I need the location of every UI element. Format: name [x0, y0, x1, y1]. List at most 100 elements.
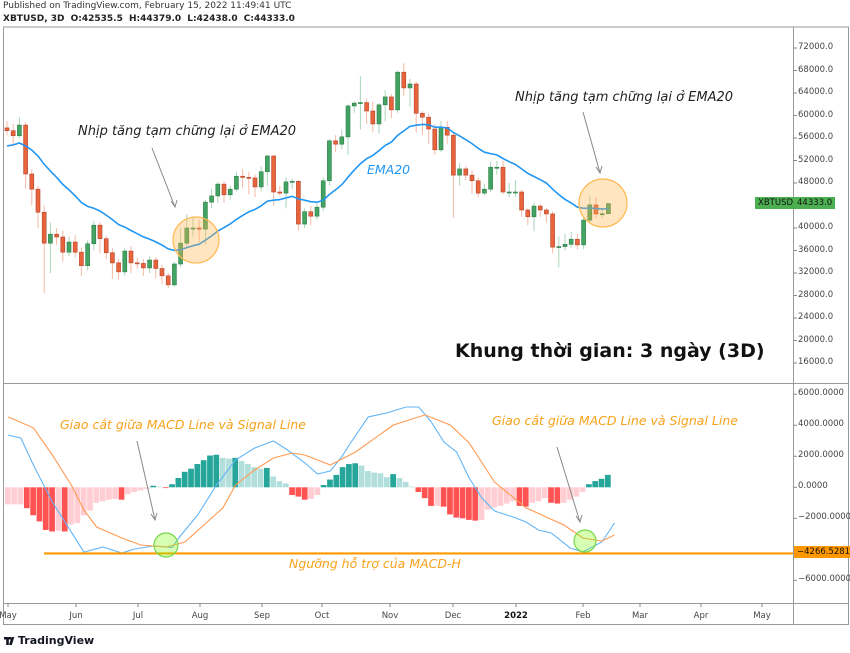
candle-body	[506, 191, 512, 194]
macd-axis-label: −6000.0000	[798, 574, 850, 585]
symbol-ohlc: XBTUSD, 3D O:42535.5 H:44379.0 L:42438.0…	[3, 14, 298, 24]
published-info: Published on TradingView.com, February 1…	[3, 1, 292, 11]
candle-body	[364, 102, 369, 112]
histogram-bar	[118, 487, 125, 500]
candle-body	[494, 166, 500, 169]
histogram-bar	[131, 487, 138, 492]
candle	[451, 132, 456, 218]
candle	[494, 161, 500, 175]
histogram-bar	[55, 487, 62, 531]
ohlc-close: C:44333.0	[243, 14, 295, 24]
highlight-circle-left	[172, 216, 220, 264]
histogram-bar	[301, 487, 308, 500]
histogram-bar	[17, 487, 24, 505]
histogram-bar	[175, 478, 182, 488]
histogram-bar	[68, 487, 74, 525]
tradingview-logo[interactable]: TradingView	[4, 634, 94, 647]
candle	[196, 219, 202, 243]
candle-body	[568, 238, 574, 245]
candle-body	[246, 177, 252, 179]
candle	[308, 205, 314, 226]
candle-body	[122, 250, 128, 273]
histogram-bar	[251, 467, 258, 488]
histogram-bar	[320, 484, 327, 488]
arrow-icon	[582, 111, 603, 175]
candle	[41, 205, 47, 294]
candle	[258, 166, 264, 192]
candle	[227, 185, 233, 200]
histogram-bar	[232, 457, 239, 488]
histogram-bar	[238, 460, 245, 488]
candle	[4, 121, 10, 136]
histogram-bar	[352, 463, 359, 488]
candle-body	[463, 168, 469, 176]
candle-body	[85, 243, 90, 266]
candle	[444, 121, 450, 144]
histogram-bar	[377, 473, 384, 488]
candle	[221, 181, 227, 203]
candle	[426, 113, 431, 144]
histogram-bar	[503, 487, 510, 504]
candle	[544, 207, 549, 223]
time-axis-label: Nov	[381, 611, 399, 621]
candle	[10, 123, 16, 147]
candle-body	[401, 71, 407, 89]
candle	[97, 222, 103, 254]
candle-body	[562, 244, 568, 247]
chart-frame	[3, 26, 849, 625]
candle-body	[407, 83, 413, 89]
candle-body	[451, 134, 456, 176]
candle-body	[116, 262, 121, 273]
candle-body	[376, 104, 382, 125]
candle-body	[91, 224, 97, 245]
macd-axis-label: 2000.0000	[798, 450, 844, 461]
candle-body	[159, 268, 165, 277]
candle	[581, 216, 586, 249]
candle-body	[141, 263, 146, 269]
candle	[159, 264, 165, 285]
candle	[240, 168, 245, 189]
price-axis-label: 24000.0	[798, 312, 834, 322]
candle-body	[184, 227, 190, 244]
candle-body	[500, 166, 506, 193]
candle	[482, 184, 487, 196]
candle-body	[581, 219, 586, 246]
candle	[395, 70, 400, 113]
highlight-circle-right	[578, 178, 628, 228]
time-axis-label: Dec	[444, 611, 462, 621]
histogram-bar	[30, 487, 36, 516]
candle	[48, 222, 53, 273]
histogram-bar	[453, 487, 460, 518]
candle-body	[339, 136, 345, 145]
macd-axis-label: 0.0000	[798, 481, 828, 492]
candle	[420, 111, 425, 136]
candle	[265, 154, 270, 186]
candle	[599, 208, 605, 218]
candle	[562, 233, 568, 251]
histogram-bar	[579, 487, 586, 492]
histogram-bar	[99, 487, 106, 502]
histogram-bar	[605, 474, 611, 488]
candle-body	[4, 127, 10, 131]
candle	[525, 208, 531, 226]
candle-body	[240, 175, 245, 178]
candle	[54, 228, 59, 245]
candle-body	[513, 191, 518, 194]
ema20-label: EMA20	[367, 162, 411, 177]
histogram-bar	[459, 487, 466, 519]
candle	[413, 81, 419, 133]
candle	[246, 171, 252, 195]
candle-body	[345, 105, 351, 138]
candle	[283, 177, 289, 209]
histogram-bar	[263, 467, 270, 488]
candle-body	[134, 262, 140, 265]
candle-body	[277, 191, 283, 194]
candle	[376, 103, 382, 134]
histogram-bar	[440, 487, 447, 507]
histogram-bar	[270, 476, 276, 488]
histogram-bar	[447, 487, 453, 515]
price-axis-label: 52000.0	[798, 154, 834, 165]
candle-body	[426, 116, 431, 130]
candle	[475, 177, 481, 198]
